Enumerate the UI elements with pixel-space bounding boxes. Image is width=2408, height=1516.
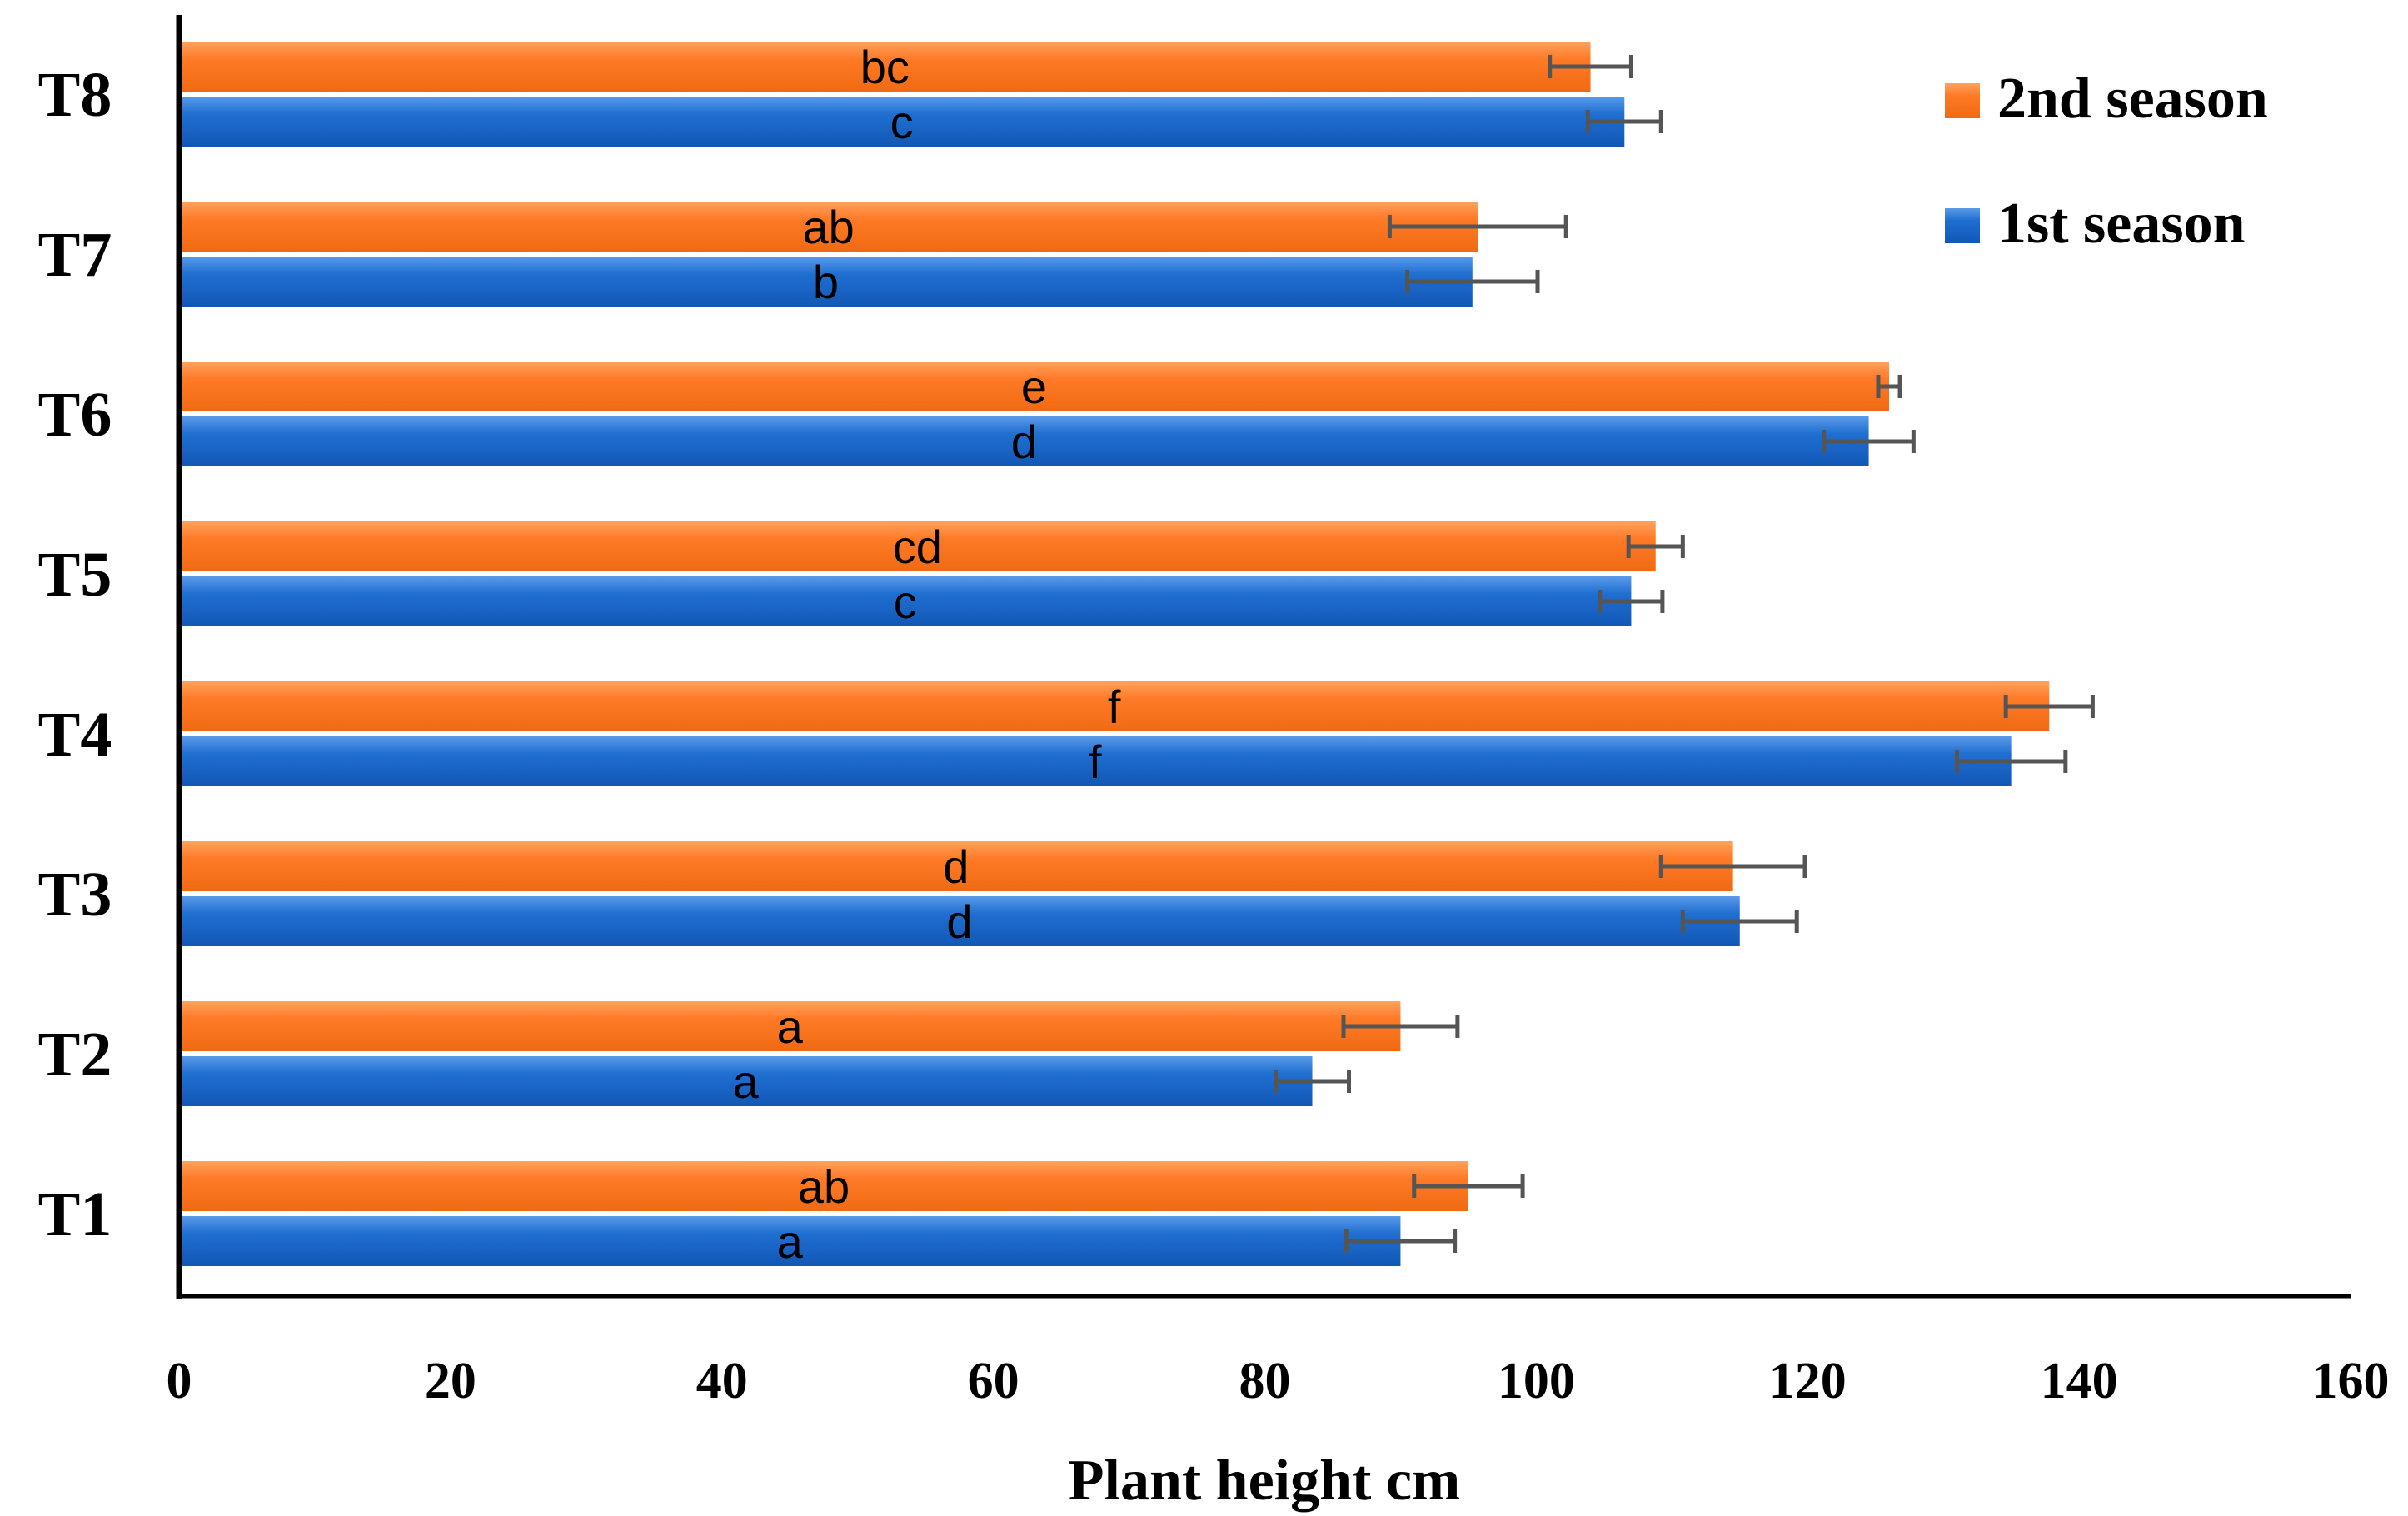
sig-letter-t6-season2: e bbox=[1021, 361, 1047, 413]
sig-letter-t7-season2: ab bbox=[803, 201, 855, 253]
legend-swatch-1st-season bbox=[1945, 208, 1980, 243]
y-tick-t7: T7 bbox=[38, 220, 112, 290]
x-tick-100: 100 bbox=[1498, 1353, 1575, 1409]
x-tick-0: 0 bbox=[167, 1353, 192, 1409]
sig-letter-t4-season2: f bbox=[1108, 681, 1121, 733]
bar-t3-season2 bbox=[179, 841, 1733, 891]
sig-letter-t5-season2: cd bbox=[893, 521, 942, 573]
bar-t6-season1 bbox=[179, 416, 1869, 466]
y-tick-t8: T8 bbox=[38, 60, 112, 130]
y-tick-t6: T6 bbox=[38, 380, 112, 450]
bar-t7-season2 bbox=[179, 202, 1478, 252]
sig-letter-t3-season2: d bbox=[943, 840, 969, 893]
bar-t6-season2 bbox=[179, 362, 1890, 411]
legend: 2nd season 1st season bbox=[1945, 67, 2268, 256]
x-tick-140: 140 bbox=[2041, 1353, 2118, 1409]
bars-layer bbox=[179, 42, 2050, 1266]
error-bars-layer bbox=[1274, 55, 2095, 1253]
bar-t2-season2 bbox=[179, 1001, 1401, 1051]
bar-t5-season1 bbox=[179, 576, 1632, 626]
y-tick-t4: T4 bbox=[38, 700, 112, 770]
x-tick-labels: 0 20 40 60 80 100 120 140 160 bbox=[167, 1353, 2390, 1409]
legend-label-2nd-season: 2nd season bbox=[1997, 67, 2268, 131]
bar-t7-season1 bbox=[179, 257, 1473, 307]
sig-letter-t7-season1: b bbox=[813, 256, 839, 308]
y-tick-t1: T1 bbox=[38, 1179, 112, 1249]
x-tick-40: 40 bbox=[696, 1353, 748, 1409]
sig-letter-t5-season1: c bbox=[894, 576, 917, 628]
bar-t1-season2 bbox=[179, 1161, 1468, 1211]
sig-letter-t3-season1: d bbox=[946, 895, 972, 948]
y-tick-t5: T5 bbox=[38, 540, 112, 610]
x-tick-120: 120 bbox=[1769, 1353, 1847, 1409]
legend-swatch-2nd-season bbox=[1945, 83, 1980, 118]
y-tick-labels: T1 T2 T3 T4 T5 T6 T7 T8 bbox=[38, 60, 112, 1249]
bar-t4-season2 bbox=[179, 681, 2050, 731]
sig-letter-t1-season2: ab bbox=[798, 1160, 850, 1213]
x-axis-title: Plant height cm bbox=[1069, 1449, 1461, 1513]
x-tick-20: 20 bbox=[425, 1353, 476, 1409]
y-tick-t3: T3 bbox=[38, 860, 112, 930]
sig-letter-t2-season1: a bbox=[733, 1055, 760, 1108]
bar-t4-season1 bbox=[179, 736, 2012, 786]
sig-letter-t6-season1: d bbox=[1011, 416, 1037, 468]
bar-t3-season1 bbox=[179, 896, 1740, 946]
x-tick-60: 60 bbox=[968, 1353, 1020, 1409]
x-tick-80: 80 bbox=[1239, 1353, 1291, 1409]
sig-letter-t8-season1: c bbox=[890, 96, 914, 148]
bar-t8-season2 bbox=[179, 42, 1591, 92]
bar-t2-season1 bbox=[179, 1056, 1313, 1106]
x-tick-160: 160 bbox=[2312, 1353, 2390, 1409]
sig-letter-t4-season1: f bbox=[1089, 736, 1102, 788]
bar-t5-season2 bbox=[179, 521, 1656, 571]
bar-t8-season1 bbox=[179, 97, 1625, 147]
bar-t1-season1 bbox=[179, 1216, 1401, 1266]
sig-letter-t1-season1: a bbox=[777, 1215, 804, 1268]
sig-letter-t8-season2: bc bbox=[860, 41, 910, 93]
sig-letter-t2-season2: a bbox=[777, 1000, 804, 1053]
y-tick-t2: T2 bbox=[38, 1020, 112, 1090]
legend-label-1st-season: 1st season bbox=[1997, 192, 2246, 256]
